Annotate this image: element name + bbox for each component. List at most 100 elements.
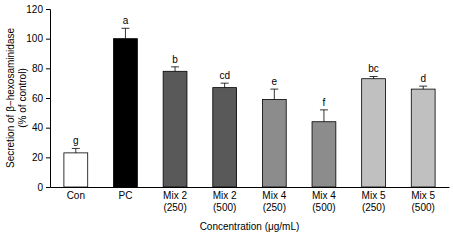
bar: [114, 39, 138, 187]
bar: [411, 89, 435, 187]
y-axis-line: [46, 10, 51, 188]
x-tick-label-line: Mix 4: [262, 190, 286, 201]
x-tick-label-line: (250): [362, 202, 385, 213]
x-tick: Mix 5(500): [411, 187, 435, 213]
x-tick-label: Mix 5(500): [411, 190, 435, 213]
error-bar: [121, 28, 129, 38]
x-tick-label: Mix 2(250): [163, 190, 187, 213]
y-tick-mark: [46, 187, 50, 188]
y-tick-mark: [46, 157, 50, 158]
y-tick: 20: [32, 152, 50, 163]
y-tick: 100: [26, 33, 50, 44]
error-bar-cap: [320, 109, 328, 110]
x-tick: PC: [118, 187, 132, 201]
y-tick-label: 80: [32, 63, 44, 74]
significance-letter: f: [323, 97, 326, 108]
x-tick-label-line: Mix 4: [312, 190, 336, 201]
y-axis: 0 20 40 60 80 100 120: [26, 4, 50, 193]
error-bar: [221, 83, 229, 87]
bar: [64, 153, 88, 187]
error-bar: [72, 148, 80, 152]
y-tick-mark: [46, 39, 50, 40]
y-tick: 0: [37, 182, 50, 193]
x-tick-label-line: (500): [213, 202, 236, 213]
bar: [312, 122, 336, 187]
x-axis: ConPCMix 2(250)Mix 2(500)Mix 4(250)Mix 4…: [51, 187, 450, 213]
x-tick-label-line: (500): [312, 202, 335, 213]
x-tick: Mix 2(250): [163, 187, 187, 213]
y-tick: 80: [32, 63, 50, 74]
error-bar-stem: [175, 67, 176, 71]
x-tick-label-line: Mix 5: [411, 190, 435, 201]
y-tick-label: 20: [32, 152, 44, 163]
y-axis-title: Secretion of β−hexosaminidase(% of contr…: [5, 28, 28, 168]
significance-letter: cd: [219, 70, 230, 81]
y-tick-label: 60: [32, 93, 44, 104]
bar: [163, 71, 187, 187]
x-tick-label: Con: [67, 190, 85, 201]
y-tick-mark: [46, 128, 50, 129]
bar: [213, 88, 237, 187]
plot: gabcdefbcd020406080100120ConPCMix 2(250)…: [26, 4, 449, 213]
bar: [262, 99, 286, 187]
error-bar-cap: [419, 86, 427, 87]
x-tick-label: Mix 2(500): [213, 190, 237, 213]
x-tick-label-line: PC: [118, 190, 132, 201]
error-bar-stem: [274, 89, 275, 99]
x-tick-label: Mix 5(250): [362, 190, 386, 213]
y-tick-label: 40: [32, 122, 44, 133]
y-tick-mark: [46, 68, 50, 69]
significance-letter: e: [272, 76, 278, 87]
significance-letter: d: [420, 73, 426, 84]
y-axis-title-line: (% of control): [17, 68, 28, 127]
significance-letter: a: [123, 15, 129, 26]
x-tick-label: Mix 4(500): [312, 190, 336, 213]
error-bar: [320, 110, 328, 122]
x-tick: Mix 4(500): [312, 187, 336, 213]
error-bar: [370, 76, 378, 78]
x-tick-label-line: Con: [67, 190, 85, 201]
y-tick-mark: [46, 9, 50, 10]
error-bar-stem: [224, 83, 225, 87]
y-tick: 120: [26, 4, 50, 15]
x-tick-label-line: Mix 5: [362, 190, 386, 201]
y-tick: 60: [32, 93, 50, 104]
x-tick-label: Mix 4(250): [262, 190, 286, 213]
x-tick-label-line: (250): [163, 202, 186, 213]
error-bar-stem: [125, 28, 126, 38]
x-tick: Mix 4(250): [262, 187, 286, 213]
error-bar-stem: [423, 86, 424, 89]
error-bar-cap: [221, 83, 229, 84]
y-tick-mark: [46, 98, 50, 99]
error-bar-cap: [121, 28, 129, 29]
error-bar: [419, 86, 427, 89]
x-axis-title: Concentration (μg/mL): [200, 221, 300, 232]
x-tick-label-line: (250): [263, 202, 286, 213]
x-axis-line: [51, 187, 450, 188]
y-tick-label: 120: [26, 4, 43, 15]
bar: [362, 79, 386, 187]
error-bar: [171, 67, 179, 71]
error-bar-cap: [72, 148, 80, 149]
significance-letter: g: [73, 135, 79, 146]
error-bar-stem: [75, 148, 76, 152]
error-bar-cap: [171, 66, 179, 67]
error-bar-cap: [370, 76, 378, 77]
chart: gabcdefbcd020406080100120ConPCMix 2(250)…: [0, 0, 453, 234]
significance-letter: b: [172, 54, 178, 65]
x-tick-label-line: Mix 2: [163, 190, 187, 201]
error-bar-stem: [323, 110, 324, 122]
x-tick-label: PC: [118, 190, 132, 201]
x-tick-label-line: Mix 2: [213, 190, 237, 201]
y-axis-title-line: Secretion of β−hexosaminidase: [5, 28, 16, 168]
x-tick: Mix 5(250): [362, 187, 386, 213]
x-tick: Mix 2(500): [213, 187, 237, 213]
error-bar-cap: [270, 89, 278, 90]
marks: [64, 28, 435, 187]
error-bar: [270, 89, 278, 99]
y-tick-label: 0: [37, 182, 43, 193]
y-tick: 40: [32, 122, 50, 133]
x-tick-label-line: (500): [412, 202, 435, 213]
significance-letter: bc: [368, 63, 379, 74]
x-tick: Con: [67, 187, 85, 201]
